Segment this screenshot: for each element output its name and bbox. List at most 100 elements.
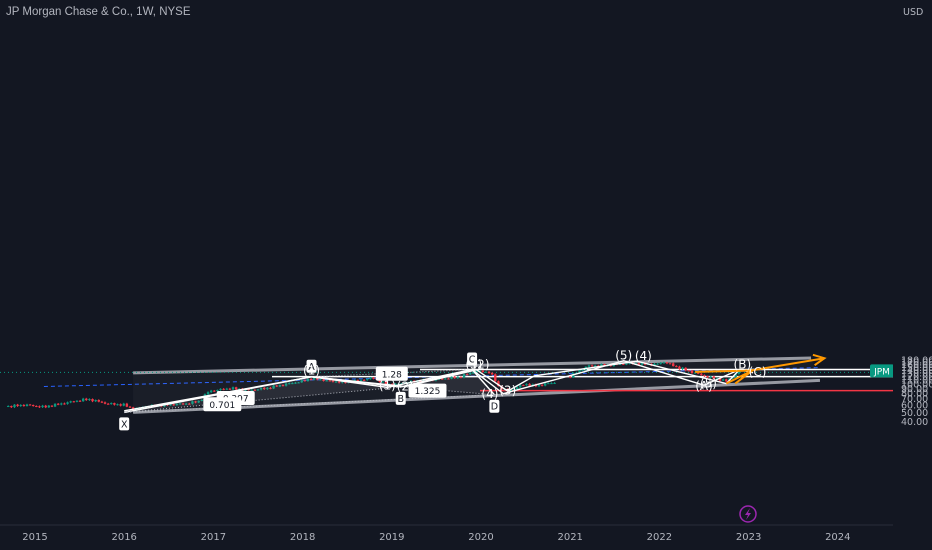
- candle-body: [678, 366, 681, 370]
- candle-body: [78, 400, 82, 402]
- channel-lower-line: [133, 378, 821, 414]
- candle-body: [697, 372, 700, 374]
- candle-body: [297, 382, 300, 384]
- candle-body: [600, 364, 603, 367]
- x-tick-label: 2020: [468, 532, 493, 543]
- candle-body: [66, 402, 69, 404]
- candle-body: [550, 383, 553, 385]
- candle-body: [291, 383, 294, 385]
- ticker-label: JPM: [873, 367, 890, 377]
- candle-body: [312, 377, 316, 380]
- candle-body: [32, 405, 35, 407]
- y-tick-label: 120.00: [901, 372, 932, 383]
- candle-body: [178, 403, 182, 405]
- candle-body: [359, 379, 363, 381]
- candle-body: [528, 383, 531, 386]
- wave-label: (3): [499, 384, 516, 398]
- candle-body: [469, 372, 472, 375]
- candle-body: [231, 387, 235, 390]
- candle-body: [331, 380, 335, 382]
- candle-body: [281, 385, 285, 387]
- wave-label: (5): [700, 376, 717, 390]
- candle-body: [194, 401, 197, 403]
- candle-body: [665, 362, 669, 364]
- ratio-badge: [375, 366, 408, 381]
- pattern-point-label: C: [469, 355, 476, 366]
- candle-body: [653, 363, 656, 366]
- candle-body: [659, 362, 662, 364]
- candle-body: [125, 403, 129, 407]
- y-tick-label: 100.00: [901, 379, 932, 390]
- y-tick-label: 170.00: [901, 358, 932, 369]
- candle-body: [459, 376, 463, 378]
- candle-body: [544, 383, 547, 386]
- candle-body: [325, 380, 328, 382]
- candle-body: [272, 385, 275, 389]
- pattern-point-badge: [119, 417, 130, 431]
- candle-body: [91, 398, 94, 402]
- price-scale-panel: [893, 0, 932, 525]
- candle-body: [263, 387, 266, 390]
- candle-body: [369, 377, 372, 380]
- candle-body: [628, 362, 631, 364]
- candle-body: [690, 370, 694, 374]
- candle-body: [181, 403, 185, 405]
- candle-body: [334, 381, 338, 383]
- candle-body: [547, 383, 550, 385]
- candle-body: [238, 388, 241, 390]
- y-tick-label: 180.00: [901, 355, 932, 366]
- candle-body: [116, 404, 119, 406]
- candle-body: [250, 389, 253, 391]
- pattern-point-badge: [395, 391, 406, 405]
- y-tick-label: 80.00: [901, 389, 928, 400]
- candle-body: [97, 400, 100, 402]
- lightning-icon: [739, 505, 757, 523]
- candle-body: [590, 365, 594, 367]
- candle-body: [447, 378, 450, 380]
- candle-body: [737, 371, 740, 374]
- projection-arrowhead: [812, 353, 827, 366]
- wave-label: (A): [695, 379, 713, 393]
- candle-body: [53, 403, 57, 407]
- elliott-wave-path: [124, 359, 754, 412]
- candle-body: [119, 404, 122, 406]
- elliott-wave-path: [311, 360, 741, 392]
- candle-body: [581, 369, 584, 371]
- candle-body: [356, 380, 360, 382]
- candle-body: [219, 388, 222, 390]
- projection-arrow-path: [734, 357, 825, 385]
- candle-body: [625, 363, 628, 365]
- x-tick-label: 2019: [379, 532, 404, 543]
- candle-body: [300, 380, 303, 383]
- candle-body: [450, 376, 453, 379]
- candle-body: [721, 379, 725, 381]
- y-tick-label: 90.00: [901, 384, 928, 395]
- candle-body: [506, 388, 509, 392]
- candle-body: [328, 380, 332, 382]
- candle-body: [113, 403, 116, 405]
- x-tick-label: 2022: [647, 532, 672, 543]
- candle-body: [88, 398, 91, 401]
- candle-body: [72, 401, 76, 403]
- y-tick-label: 130.00: [901, 369, 932, 380]
- candle-body: [206, 392, 210, 395]
- candle-body: [25, 404, 29, 407]
- ratio-label: 1.325: [415, 387, 441, 397]
- candle-body: [184, 403, 188, 405]
- symbol-title: JP Morgan Chase & Co., 1W, NYSE: [6, 6, 191, 18]
- wave-label: (2): [473, 357, 490, 371]
- candle-body: [472, 372, 475, 374]
- pattern-point-badge: [306, 359, 317, 373]
- candle-body: [225, 388, 228, 390]
- candle-body: [197, 400, 200, 403]
- candle-body: [259, 387, 263, 390]
- candle-body: [35, 405, 38, 407]
- candle-body: [681, 367, 684, 370]
- pattern-point-label: B: [397, 394, 404, 405]
- projection-triangle: [695, 369, 754, 385]
- candle-body: [81, 398, 85, 402]
- candle-body: [10, 406, 13, 408]
- candle-body: [7, 406, 10, 408]
- pattern-ratio-line: [124, 386, 401, 413]
